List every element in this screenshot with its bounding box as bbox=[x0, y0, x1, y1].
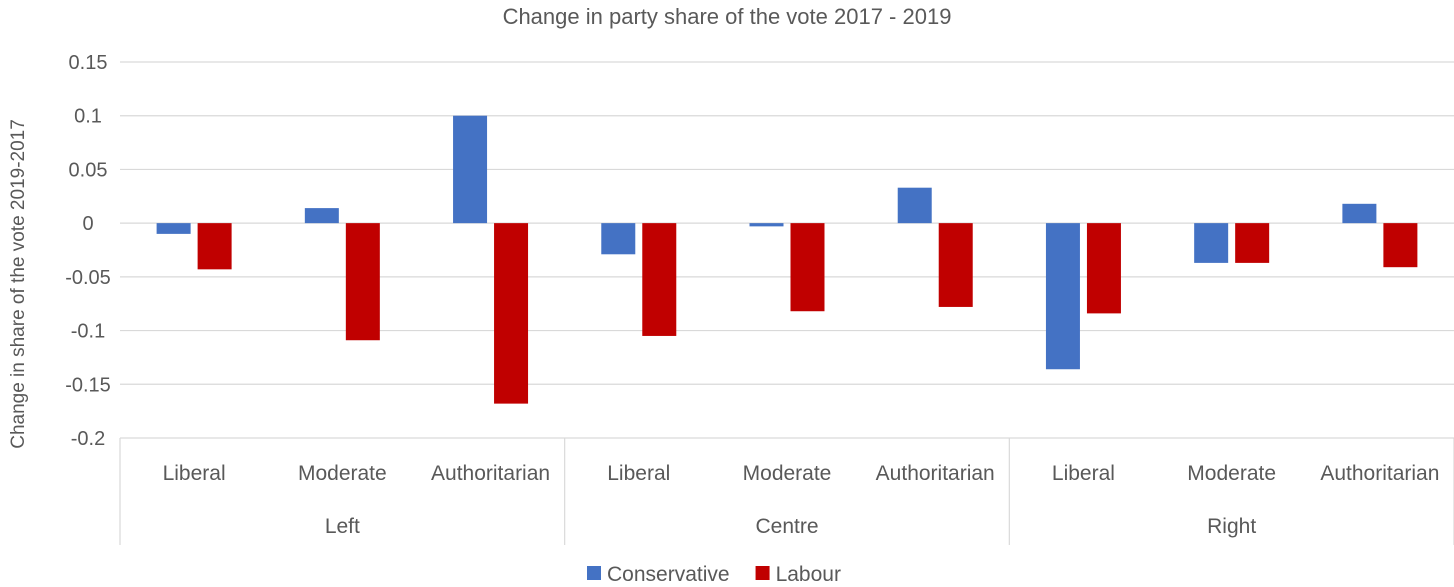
bar-conservative bbox=[1045, 223, 1080, 370]
y-axis-ticks: 0.15 0.1 0.05 0 -0.05 -0.1 -0.15 -0.2 bbox=[65, 52, 111, 450]
x-tick-label: Liberal bbox=[1052, 462, 1115, 485]
legend-entry: Conservative bbox=[607, 563, 730, 586]
bar-conservative bbox=[1194, 223, 1229, 263]
bar-conservative bbox=[749, 223, 784, 227]
y-tick-label: 0.1 bbox=[74, 106, 102, 128]
bar-conservative bbox=[304, 208, 339, 224]
bar-conservative bbox=[1342, 203, 1377, 224]
bar-conservative bbox=[453, 115, 488, 224]
bar-labour bbox=[1383, 223, 1418, 268]
x-tick-label: Authoritarian bbox=[431, 462, 550, 485]
y-tick-label: -0.05 bbox=[65, 267, 111, 289]
y-axis-label: Change in share of the vote 2019-2017 bbox=[8, 119, 29, 449]
bar-labour bbox=[345, 223, 380, 341]
x-tick-label: Moderate bbox=[1187, 462, 1276, 485]
bar-labour bbox=[494, 223, 529, 404]
legend-swatch bbox=[755, 566, 770, 580]
legend-swatch bbox=[587, 566, 601, 580]
bar-conservative bbox=[601, 223, 636, 255]
y-tick-label: 0 bbox=[82, 213, 93, 235]
bar-labour bbox=[1086, 223, 1121, 314]
x-tick-label: Liberal bbox=[163, 462, 226, 485]
chart-title: Change in party share of the vote 2017 -… bbox=[503, 4, 952, 29]
x-tick-label: Liberal bbox=[607, 462, 670, 485]
group-label: Left bbox=[325, 515, 360, 538]
bar-labour bbox=[197, 223, 232, 270]
y-tick-label: -0.15 bbox=[65, 374, 111, 396]
bar-conservative bbox=[156, 223, 191, 234]
bars bbox=[156, 115, 1418, 404]
y-tick-label: 0.05 bbox=[69, 159, 108, 181]
gridlines bbox=[120, 61, 1454, 439]
bar-labour bbox=[938, 223, 973, 307]
x-tick-label: Authoritarian bbox=[1320, 462, 1439, 485]
y-tick-label: -0.1 bbox=[71, 321, 105, 343]
bar-labour bbox=[790, 223, 825, 312]
x-tick-label: Moderate bbox=[298, 462, 387, 485]
x-tick-label: Authoritarian bbox=[876, 462, 995, 485]
bar-conservative bbox=[897, 187, 932, 224]
y-tick-label: -0.2 bbox=[71, 428, 105, 450]
x-axis: Liberal Moderate Authoritarian Liberal Moder… bbox=[119, 438, 1454, 545]
legend-entry: Labour bbox=[776, 563, 841, 586]
bar-labour bbox=[1235, 223, 1270, 263]
bar-labour bbox=[642, 223, 677, 336]
group-label: Centre bbox=[755, 515, 818, 538]
legend: Conservative Labour bbox=[587, 563, 841, 586]
group-label: Right bbox=[1207, 515, 1256, 538]
x-tick-label: Moderate bbox=[743, 462, 832, 485]
y-tick-label: 0.15 bbox=[69, 52, 108, 74]
